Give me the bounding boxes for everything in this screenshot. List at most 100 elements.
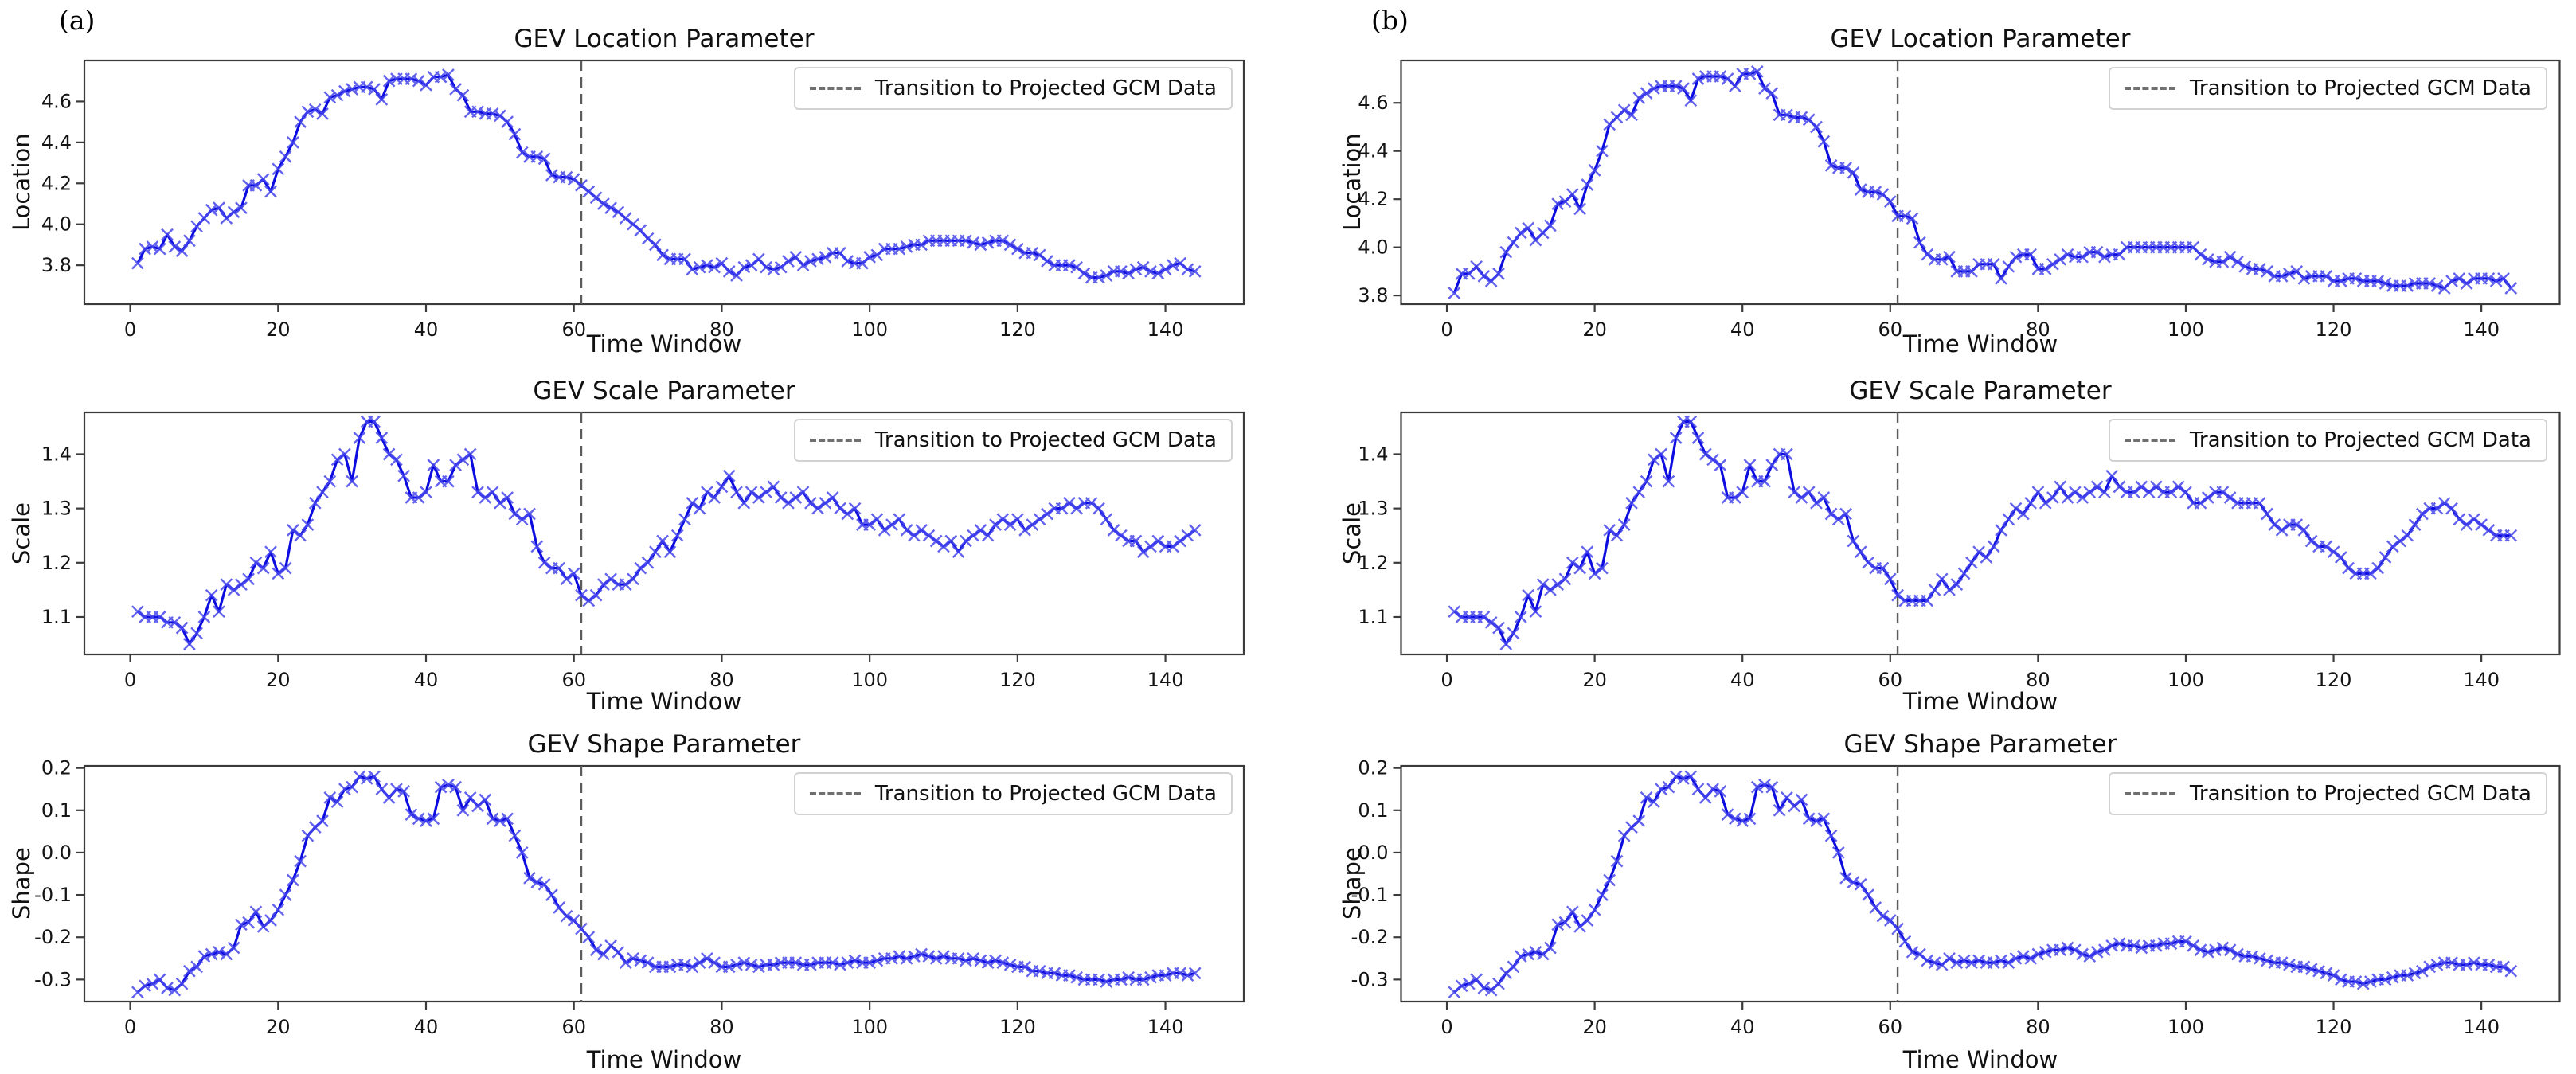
svg-text:-0.2: -0.2 [34,926,72,948]
svg-text:80: 80 [2026,1016,2050,1038]
svg-text:3.8: 3.8 [1358,284,1388,307]
svg-text:100: 100 [2168,1016,2204,1038]
svg-text:4.6: 4.6 [41,90,72,112]
svg-text:4.2: 4.2 [41,172,72,194]
legend-label: Transition to Projected GCM Data [2189,782,2531,806]
legend-label: Transition to Projected GCM Data [874,428,1217,452]
legend-label: Transition to Projected GCM Data [874,782,1217,806]
svg-text:4.0: 4.0 [41,213,72,236]
svg-text:120: 120 [999,318,1036,341]
svg-text:40: 40 [414,1016,439,1038]
svg-text:0.2: 0.2 [1358,757,1388,779]
legend-box: Transition to Projected GCM Data [793,419,1233,462]
legend-box: Transition to Projected GCM Data [793,772,1233,815]
svg-text:-0.3: -0.3 [1351,968,1389,990]
svg-text:4.0: 4.0 [1358,236,1388,259]
svg-text:20: 20 [1582,1016,1607,1038]
legend-box: Transition to Projected GCM Data [2108,419,2547,462]
svg-text:0: 0 [124,1016,136,1038]
svg-text:60: 60 [1878,1016,1903,1038]
svg-text:20: 20 [1582,669,1607,691]
svg-text:20: 20 [266,1016,291,1038]
svg-text:0: 0 [124,669,136,691]
chart-title: GEV Location Parameter [1830,25,2131,53]
svg-text:60: 60 [561,1016,586,1038]
svg-text:-0.1: -0.1 [34,884,72,906]
svg-text:100: 100 [851,318,888,341]
svg-text:0.1: 0.1 [41,799,72,822]
svg-text:40: 40 [1730,669,1755,691]
legend-box: Transition to Projected GCM Data [2108,67,2547,110]
svg-text:120: 120 [2316,318,2352,341]
svg-text:60: 60 [561,669,586,691]
svg-text:0.1: 0.1 [1358,799,1388,822]
plot-canvas-b-location: 3.8 4.0 4.2 4.4 4.6 0 20 40 60 80 100 120 140 [1358,59,2561,341]
svg-text:60: 60 [1878,318,1903,341]
dashed-line-icon [809,439,861,442]
subplot-a-shape: -0.3 -0.2 -0.1 0.0 0.1 0.2 0 20 40 60 80 100 120 140 … [0,716,1288,1074]
svg-text:4.4: 4.4 [41,131,72,154]
svg-text:0.0: 0.0 [41,842,72,864]
svg-text:120: 120 [999,1016,1036,1038]
svg-text:80: 80 [709,318,734,341]
svg-text:20: 20 [266,318,291,341]
svg-text:-0.2: -0.2 [1351,926,1389,948]
plot-canvas-a-shape: -0.3 -0.2 -0.1 0.0 0.1 0.2 0 20 40 60 80 100 120 140 [34,757,1245,1038]
chart-title: GEV Shape Parameter [527,730,801,759]
x-axis-label: Time Window [1902,688,2058,715]
y-axis-label: Scale [1339,502,1366,565]
x-axis-label: Time Window [1902,1046,2058,1073]
y-axis-label: Scale [8,502,35,565]
dashed-line-icon [2124,439,2175,442]
svg-text:1.4: 1.4 [41,443,72,465]
svg-text:40: 40 [1730,1016,1755,1038]
svg-text:60: 60 [561,318,586,341]
svg-text:3.8: 3.8 [41,254,72,276]
svg-text:80: 80 [709,669,734,691]
svg-text:100: 100 [851,669,888,691]
subplot-a-scale: 1.1 1.2 1.3 1.4 0 20 40 60 80 100 120 140 GEV Scale… [0,357,1288,716]
svg-text:40: 40 [414,318,439,341]
svg-text:1.3: 1.3 [41,498,72,520]
legend-label: Transition to Projected GCM Data [2189,428,2531,452]
panel-label-a: (a) [59,5,96,36]
svg-text:100: 100 [2168,318,2204,341]
svg-text:1.3: 1.3 [1358,498,1388,520]
svg-text:40: 40 [414,669,439,691]
svg-text:20: 20 [266,669,291,691]
svg-text:140: 140 [2463,1016,2500,1038]
svg-text:120: 120 [999,669,1036,691]
subplot-b-location: 3.8 4.0 4.2 4.4 4.6 0 20 40 60 80 100 120 140 GEV Lo… [1288,0,2576,358]
dashed-line-icon [809,792,861,795]
chart-title: GEV Scale Parameter [1849,377,2112,405]
svg-text:140: 140 [2463,318,2500,341]
plot-canvas-b-shape: -0.3 -0.2 -0.1 0.0 0.1 0.2 0 20 40 60 80 100 120 140 [1351,757,2561,1038]
subplot-b-scale: 1.1 1.2 1.3 1.4 0 20 40 60 80 100 120 140 GEV Scale… [1288,357,2576,716]
svg-text:20: 20 [1582,318,1607,341]
legend-label: Transition to Projected GCM Data [2189,76,2531,100]
x-axis-label: Time Window [586,1046,742,1073]
svg-text:4.6: 4.6 [1358,92,1388,114]
legend-box: Transition to Projected GCM Data [793,67,1233,110]
svg-text:120: 120 [2316,1016,2352,1038]
svg-text:140: 140 [1147,318,1184,341]
y-axis-label: Location [8,133,35,232]
svg-text:0.2: 0.2 [41,757,72,779]
svg-text:100: 100 [851,1016,888,1038]
svg-text:1.4: 1.4 [1358,443,1388,465]
plot-canvas-a-location: 3.8 4.0 4.2 4.4 4.6 0 20 40 60 80 100 120 140 [41,59,1245,341]
legend-label: Transition to Projected GCM Data [874,76,1217,100]
svg-text:140: 140 [2463,669,2500,691]
x-axis-label: Time Window [586,330,742,357]
legend-box: Transition to Projected GCM Data [2108,772,2547,815]
plot-canvas-b-scale: 1.1 1.2 1.3 1.4 0 20 40 60 80 100 120 140 [1358,411,2561,691]
svg-text:4.4: 4.4 [1358,140,1388,162]
x-axis-label: Time Window [1902,330,2058,357]
svg-text:0: 0 [124,318,136,341]
svg-text:140: 140 [1147,669,1184,691]
dashed-line-icon [2124,792,2175,795]
svg-text:80: 80 [2026,669,2050,691]
svg-text:80: 80 [2026,318,2050,341]
svg-text:0: 0 [1440,318,1452,341]
